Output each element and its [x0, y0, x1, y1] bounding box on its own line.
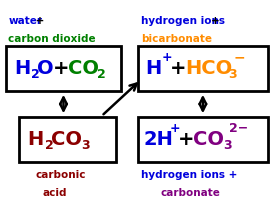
Text: hydrogen ions +: hydrogen ions +	[141, 170, 237, 180]
Bar	[138, 117, 268, 162]
Text: 2−: 2−	[229, 122, 248, 135]
Text: water: water	[8, 16, 42, 26]
Text: 3: 3	[81, 139, 90, 152]
Text: carbon dioxide: carbon dioxide	[8, 34, 96, 44]
Text: 2: 2	[31, 68, 40, 81]
Text: +: +	[170, 59, 187, 78]
Text: +: +	[162, 51, 172, 64]
Text: CO: CO	[51, 130, 82, 149]
Text: hydrogen ions: hydrogen ions	[141, 16, 225, 26]
Text: 3: 3	[223, 139, 232, 152]
Text: H: H	[28, 130, 44, 149]
Text: +: +	[211, 16, 220, 26]
Text: +: +	[32, 16, 44, 26]
Text: H: H	[145, 59, 161, 78]
Text: CO: CO	[68, 59, 99, 78]
Bar	[138, 46, 268, 91]
Text: bicarbonate: bicarbonate	[141, 34, 212, 44]
Text: carbonate: carbonate	[160, 188, 220, 198]
Text: 3: 3	[228, 68, 236, 81]
Text: H: H	[14, 59, 30, 78]
Bar	[19, 117, 116, 162]
Bar	[6, 46, 121, 91]
Text: −: −	[234, 50, 245, 65]
Text: HCO: HCO	[185, 59, 233, 78]
Text: +: +	[178, 130, 195, 149]
Text: +: +	[52, 59, 69, 78]
Text: 2H: 2H	[144, 130, 173, 149]
Text: 2: 2	[97, 68, 105, 81]
Text: carbonic: carbonic	[36, 170, 86, 180]
Text: CO: CO	[193, 130, 224, 149]
Text: O: O	[37, 59, 54, 78]
Text: acid: acid	[43, 188, 67, 198]
Text: 2: 2	[45, 139, 54, 152]
Text: +: +	[170, 122, 180, 135]
